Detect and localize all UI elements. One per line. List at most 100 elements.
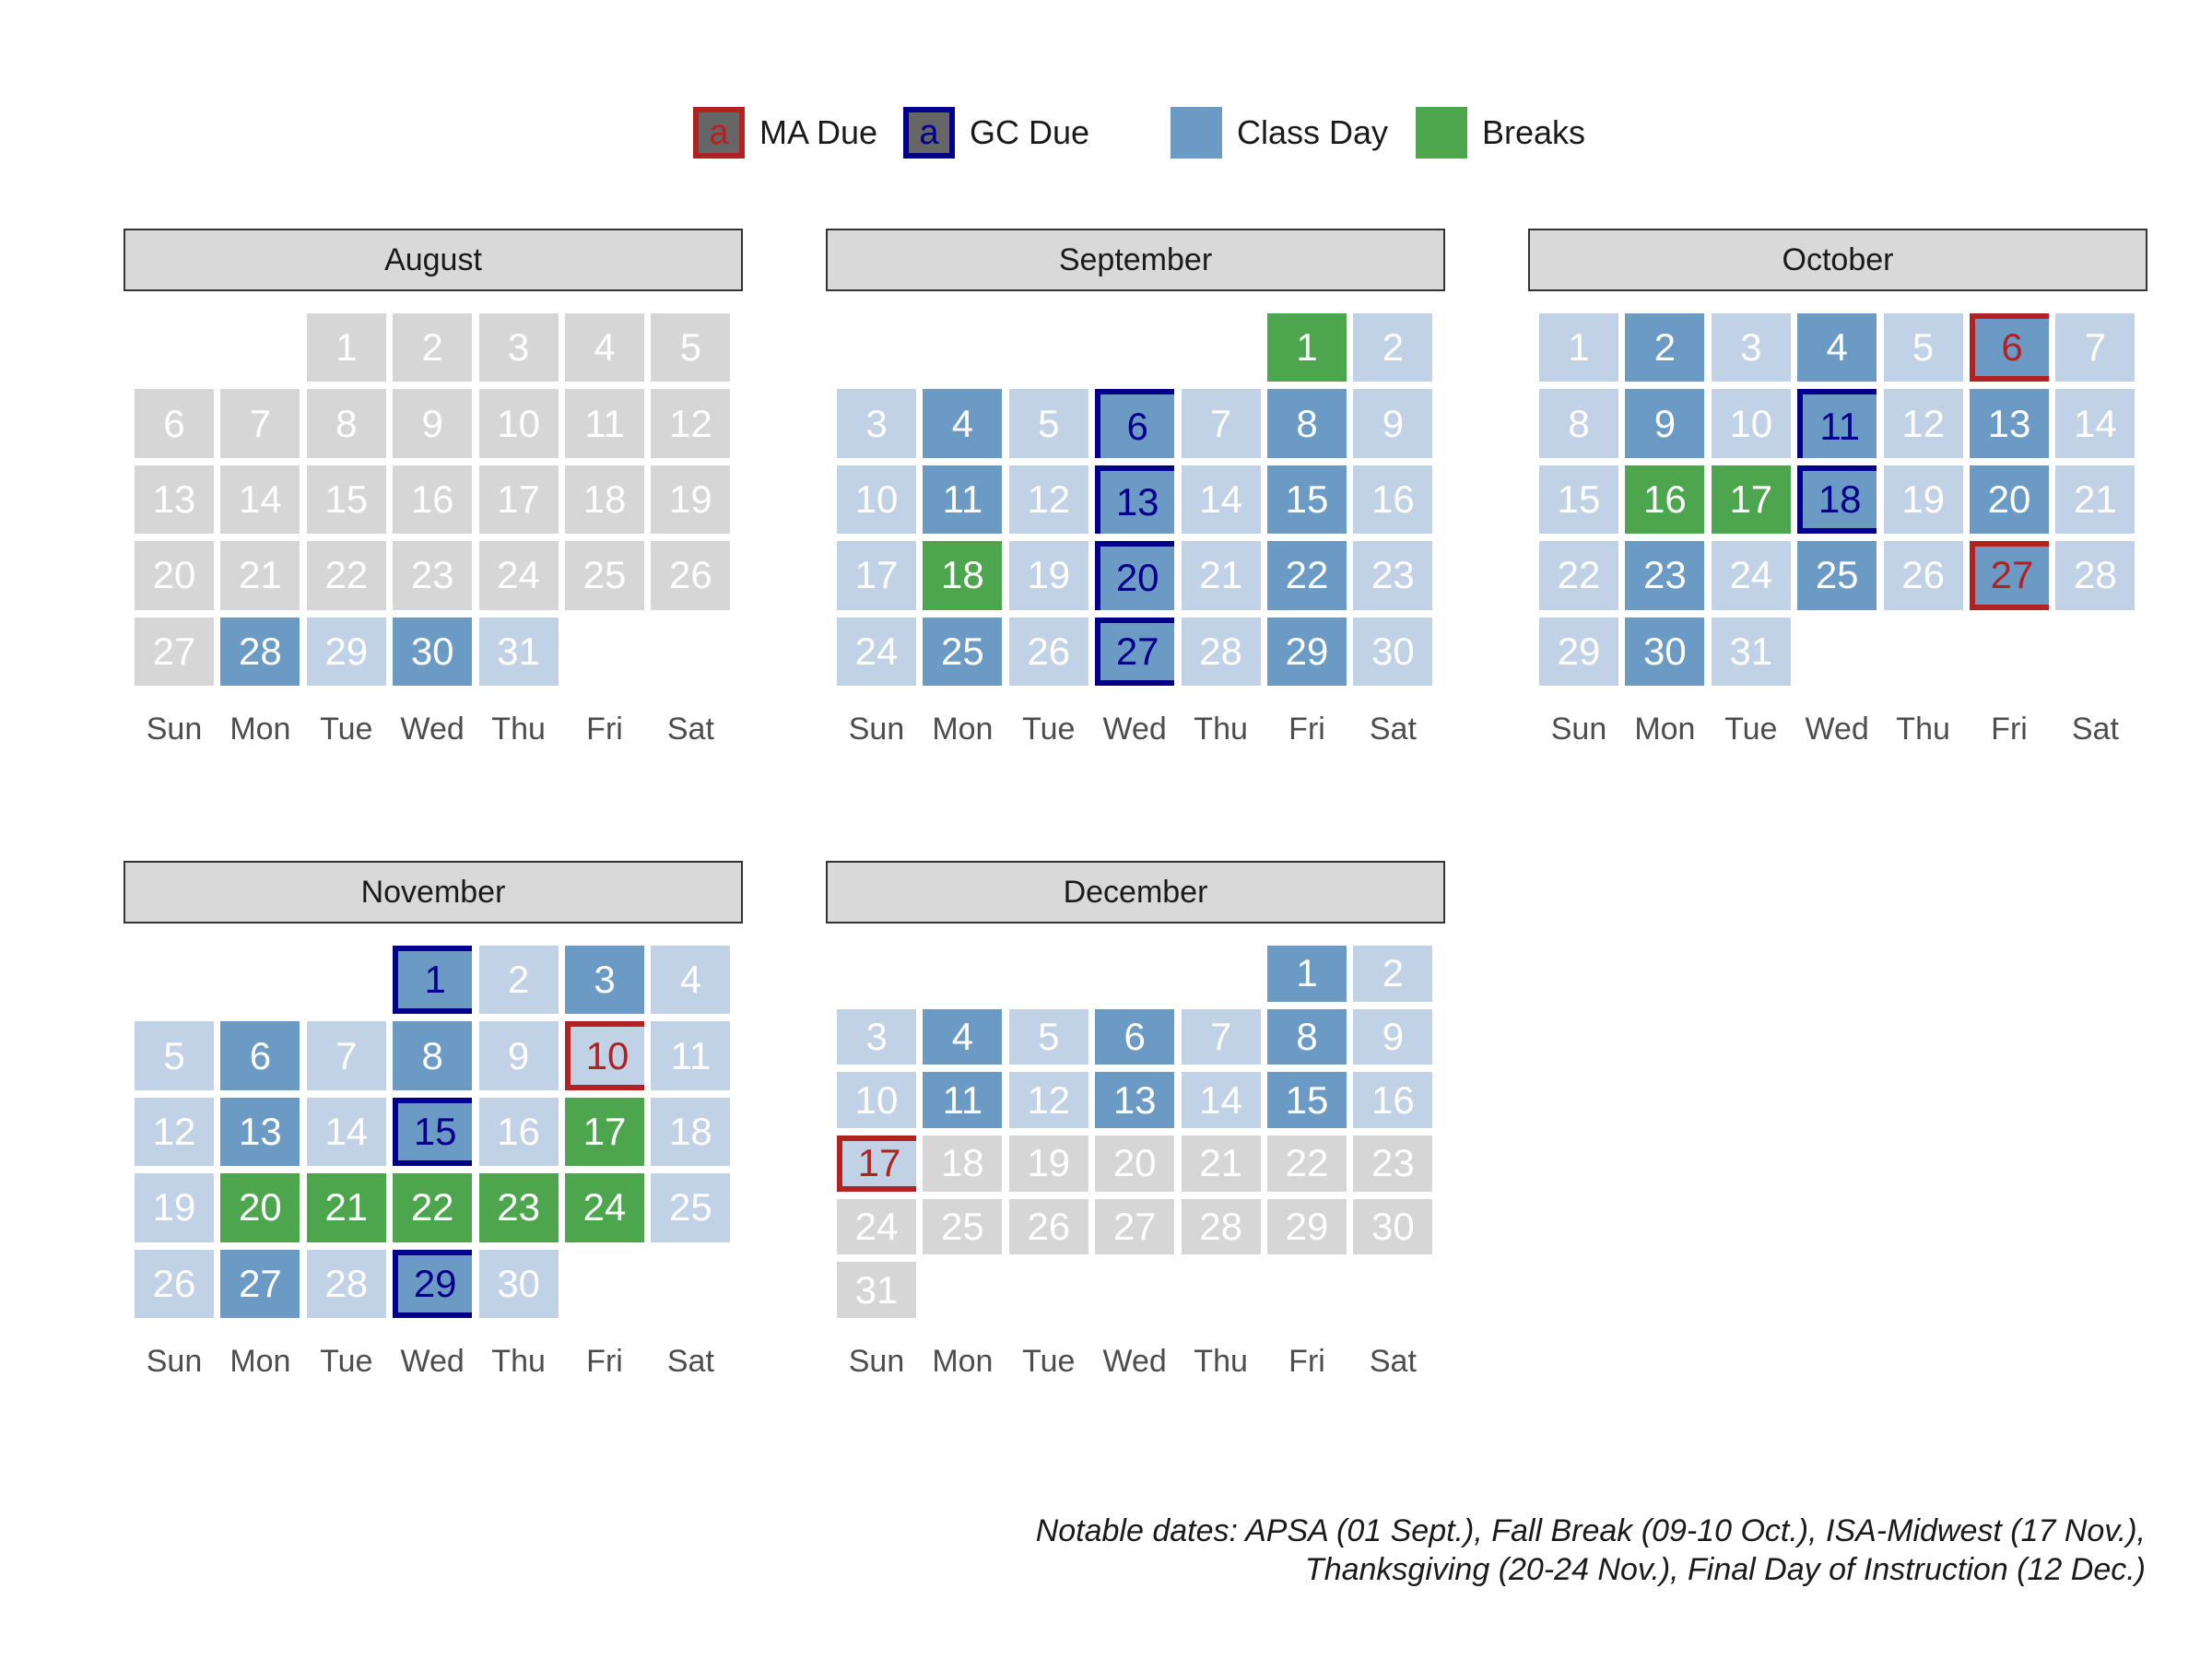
weekday-label: Sat — [1369, 1344, 1417, 1379]
day-cell: 12 — [1008, 1072, 1088, 1128]
day-cell: 23 — [478, 1173, 559, 1242]
day-cell: 31 — [478, 617, 559, 686]
day-cell: 13 — [135, 465, 214, 535]
day-cell: 18 — [1797, 465, 1877, 535]
day-cell: 2 — [1353, 313, 1433, 382]
day-cell: 10 — [837, 465, 916, 535]
day-cell: 12 — [1883, 389, 1963, 458]
weekday-label: Fri — [586, 712, 623, 747]
weekday-label: Mon — [1634, 712, 1696, 747]
day-cell: 14 — [1181, 465, 1261, 535]
day-cell: 6 — [1095, 1008, 1175, 1065]
day-cell: 4 — [565, 313, 644, 382]
day-cell: 4 — [923, 1008, 1003, 1065]
day-cell: 26 — [1008, 617, 1088, 686]
day-cell: 18 — [565, 465, 644, 535]
day-cell: 9 — [1353, 389, 1433, 458]
day-cell: 17 — [478, 465, 559, 535]
day-cell: 25 — [1797, 541, 1877, 610]
weekday-label: Wed — [400, 712, 465, 747]
day-cell: 20 — [220, 1173, 300, 1242]
day-cell: 26 — [1883, 541, 1963, 610]
day-cell: 13 — [1095, 1072, 1175, 1128]
day-cell: 6 — [1095, 389, 1175, 458]
day-cell: 1 — [1267, 946, 1347, 1002]
day-cell: 31 — [837, 1262, 916, 1318]
month-title: September — [826, 229, 1445, 291]
month-title: October — [1528, 229, 2147, 291]
day-cell: 16 — [1353, 465, 1433, 535]
day-cell: 27 — [1970, 541, 2049, 610]
day-cell: 25 — [651, 1173, 731, 1242]
day-cell: 14 — [306, 1097, 386, 1167]
day-cell: 15 — [306, 465, 386, 535]
legend: a MA Due a GC Due Class Day Breaks — [0, 96, 2212, 170]
day-cell: 6 — [135, 389, 214, 458]
weekday-label: Thu — [491, 1344, 546, 1379]
legend-key-ma: a — [693, 107, 745, 159]
day-cell: 2 — [478, 946, 559, 1015]
weekday-label: Sat — [2071, 712, 2119, 747]
day-cell: 22 — [393, 1173, 473, 1242]
weekday-label: Mon — [932, 1344, 994, 1379]
weekday-label: Thu — [1194, 712, 1248, 747]
day-cell: 30 — [1625, 617, 1705, 686]
day-cell: 25 — [923, 1198, 1003, 1255]
day-cell: 7 — [220, 389, 300, 458]
day-cell: 15 — [1267, 465, 1347, 535]
legend-label-break: Breaks — [1482, 113, 1586, 151]
day-cell: 8 — [1539, 389, 1618, 458]
day-cell: 15 — [1267, 1072, 1347, 1128]
weekday-label: Fri — [1288, 1344, 1325, 1379]
day-cell: 18 — [923, 541, 1003, 610]
day-cell: 4 — [651, 946, 731, 1015]
weekday-label: Wed — [1102, 1344, 1167, 1379]
day-cell: 30 — [478, 1249, 559, 1318]
day-cell: 27 — [1095, 617, 1175, 686]
day-cell: 22 — [1539, 541, 1618, 610]
day-cell: 19 — [1883, 465, 1963, 535]
day-cell: 30 — [1353, 1198, 1433, 1255]
legend-key-break — [1416, 107, 1467, 159]
weekday-label: Thu — [1896, 712, 1950, 747]
day-cell: 21 — [2055, 465, 2136, 535]
weekday-label: Sat — [1369, 712, 1417, 747]
day-cell: 16 — [1625, 465, 1705, 535]
day-cell: 9 — [1353, 1008, 1433, 1065]
day-cell: 10 — [837, 1072, 916, 1128]
day-cell: 30 — [1353, 617, 1433, 686]
day-cell: 24 — [1711, 541, 1791, 610]
day-cell: 26 — [135, 1249, 214, 1318]
day-cell: 16 — [478, 1097, 559, 1167]
day-cell: 8 — [1267, 389, 1347, 458]
day-cell: 8 — [1267, 1008, 1347, 1065]
day-cell: 6 — [1970, 313, 2049, 382]
day-cell: 11 — [1797, 389, 1877, 458]
day-cell: 20 — [1095, 1135, 1175, 1192]
day-cell: 5 — [651, 313, 731, 382]
day-cell: 24 — [478, 541, 559, 610]
day-cell: 21 — [306, 1173, 386, 1242]
day-cell: 19 — [1008, 1135, 1088, 1192]
day-cell: 22 — [1267, 541, 1347, 610]
day-cell: 5 — [135, 1021, 214, 1090]
day-cell: 24 — [565, 1173, 644, 1242]
weekday-label: Tue — [1022, 1344, 1076, 1379]
day-cell: 10 — [565, 1021, 644, 1090]
legend-item-class: Class Day — [1171, 96, 1388, 170]
weekday-label: Tue — [320, 712, 373, 747]
weekday-label: Wed — [400, 1344, 465, 1379]
day-cell: 1 — [306, 313, 386, 382]
day-cell: 10 — [478, 389, 559, 458]
day-cell: 2 — [1625, 313, 1705, 382]
weekday-label: Fri — [1288, 712, 1325, 747]
day-cell: 20 — [135, 541, 214, 610]
legend-key-gc: a — [903, 107, 955, 159]
day-cell: 28 — [306, 1249, 386, 1318]
day-cell: 27 — [1095, 1198, 1175, 1255]
month-title: August — [124, 229, 743, 291]
weekday-label: Thu — [491, 712, 546, 747]
day-cell: 2 — [1353, 946, 1433, 1002]
day-cell: 1 — [1267, 313, 1347, 382]
day-cell: 3 — [478, 313, 559, 382]
